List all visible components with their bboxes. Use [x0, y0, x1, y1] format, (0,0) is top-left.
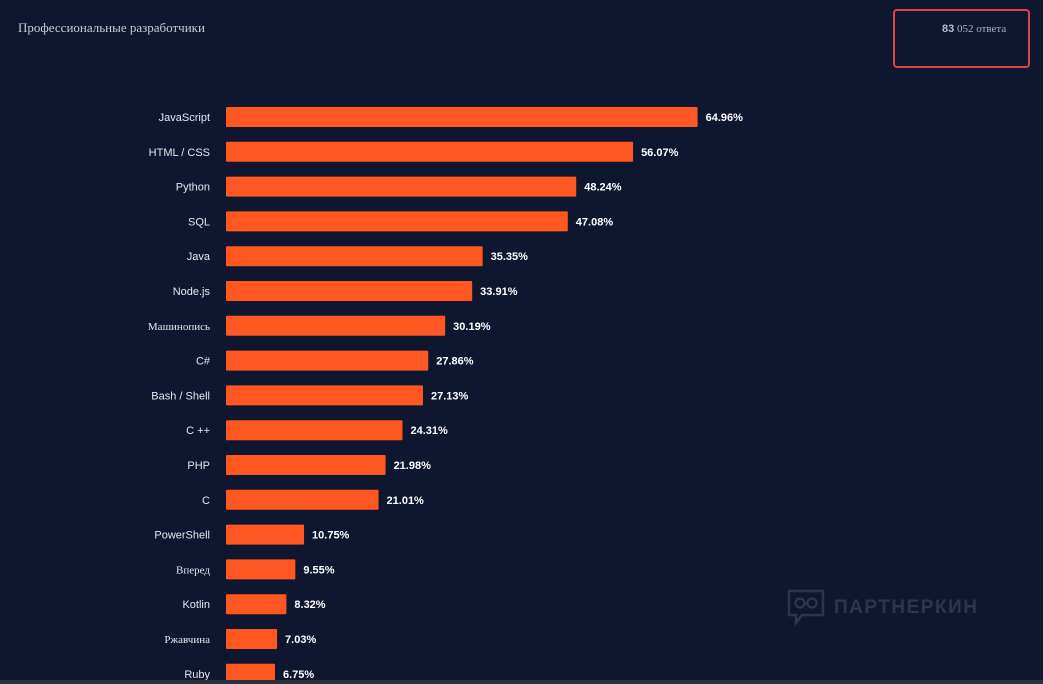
- value-label: 6.75%: [283, 669, 314, 681]
- value-label: 8.32%: [294, 599, 325, 611]
- bar[interactable]: [226, 246, 483, 267]
- value-label: 33.91%: [480, 286, 518, 298]
- bar[interactable]: [226, 107, 698, 127]
- responses-count-number: 83: [942, 23, 955, 35]
- category-label: C ++: [186, 425, 210, 437]
- bar[interactable]: [226, 455, 386, 475]
- category-label: HTML / CSS: [149, 147, 210, 159]
- bar[interactable]: [226, 281, 473, 301]
- value-label: 9.55%: [303, 564, 334, 576]
- bar[interactable]: [226, 350, 429, 371]
- watermark-text: ПАРТНЕРКИН: [834, 597, 979, 618]
- category-label: C: [202, 495, 210, 507]
- category-label: Bash / Shell: [151, 390, 210, 402]
- value-label: 64.96%: [706, 112, 744, 124]
- category-label: PowerShell: [154, 530, 210, 542]
- bar[interactable]: [226, 524, 305, 545]
- category-label: Kotlin: [182, 599, 210, 611]
- category-label: Java: [187, 251, 211, 263]
- bar[interactable]: [226, 663, 276, 684]
- value-label: 30.19%: [453, 321, 491, 333]
- value-label: 10.75%: [312, 530, 350, 542]
- value-label: 24.31%: [410, 425, 448, 437]
- value-label: 56.07%: [641, 147, 679, 159]
- category-label: JavaScript: [159, 112, 210, 124]
- speech-bubble-glasses-icon: [787, 589, 825, 627]
- bar[interactable]: [226, 176, 577, 197]
- value-label: 27.13%: [431, 390, 469, 402]
- bottom-scrollbar[interactable]: [0, 680, 1043, 684]
- value-label: 21.98%: [394, 460, 432, 472]
- value-label: 47.08%: [576, 216, 614, 228]
- category-label: Node.js: [173, 286, 211, 298]
- category-label: PHP: [187, 460, 210, 472]
- responses-count-rest: 052 ответа: [954, 23, 1007, 35]
- value-label: 35.35%: [491, 251, 529, 263]
- category-label: Вперед: [176, 564, 210, 576]
- value-label: 7.03%: [285, 634, 316, 646]
- value-label: 48.24%: [584, 182, 622, 194]
- bar[interactable]: [226, 489, 379, 510]
- bar[interactable]: [226, 559, 296, 580]
- value-label: 21.01%: [387, 495, 425, 507]
- bar[interactable]: [226, 629, 278, 649]
- category-label: Ruby: [184, 669, 210, 681]
- page-title[interactable]: Профессиональные разработчики: [18, 20, 205, 35]
- value-label: 27.86%: [436, 356, 474, 368]
- bar[interactable]: [226, 385, 423, 406]
- category-label: Машинопись: [148, 321, 210, 333]
- responses-count: 83 052 ответа: [942, 23, 1006, 35]
- category-label: SQL: [188, 216, 210, 228]
- bar[interactable]: [226, 141, 634, 162]
- responses-count-box: 83 052 ответа: [893, 9, 1030, 68]
- bar[interactable]: [226, 315, 446, 336]
- category-label: Ржавчина: [164, 634, 210, 646]
- bar[interactable]: [226, 420, 403, 441]
- bar[interactable]: [226, 594, 287, 615]
- bar[interactable]: [226, 211, 568, 232]
- category-label: Python: [176, 182, 210, 194]
- category-label: C#: [196, 356, 211, 368]
- watermark: ПАРТНЕРКИН: [786, 588, 978, 628]
